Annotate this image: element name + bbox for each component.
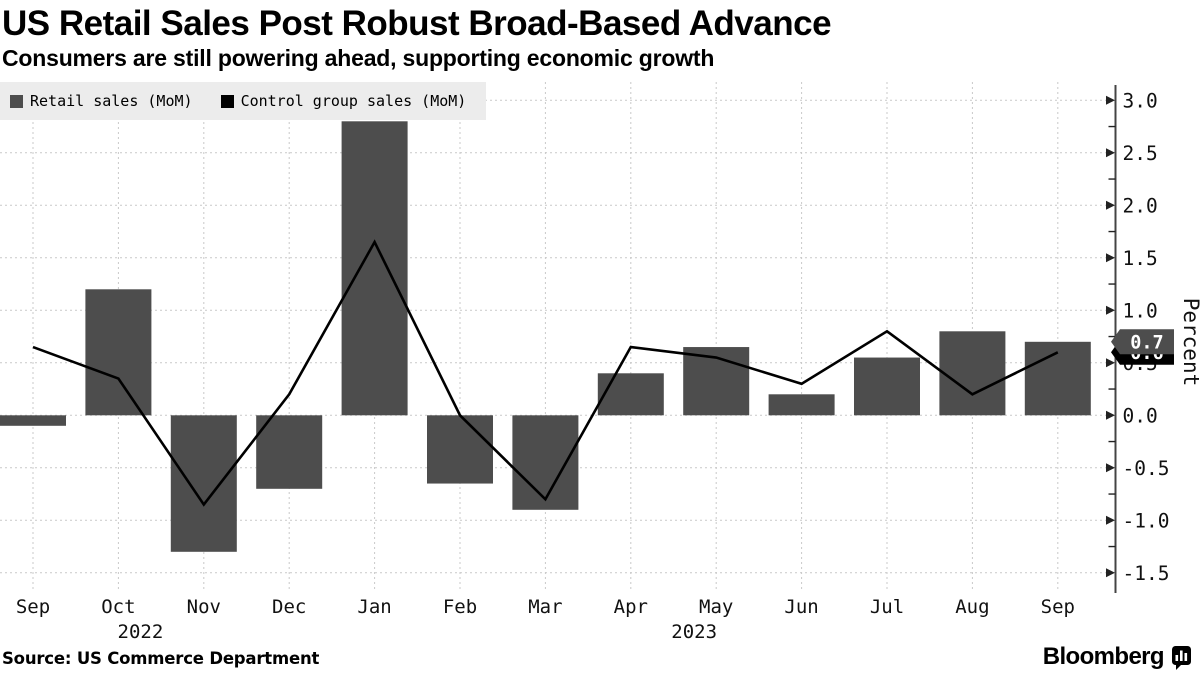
legend-label: Control group sales (MoM) xyxy=(240,92,467,110)
month-label: Aug xyxy=(955,596,990,618)
retail-sales-bar xyxy=(939,331,1006,416)
retail-sales-bar xyxy=(768,394,835,416)
y-axis-major-tick xyxy=(1106,200,1115,210)
month-label: Feb xyxy=(442,596,478,618)
source-note: Source: US Commerce Department xyxy=(2,649,320,668)
retail-sales-bar xyxy=(854,357,920,416)
chart-subtitle: Consumers are still powering ahead, supp… xyxy=(2,45,715,71)
control-group-swatch-icon xyxy=(220,94,234,108)
month-label: Oct xyxy=(101,596,136,618)
retail-sales-bar xyxy=(85,289,152,416)
end-value-badge-label: 0.7 xyxy=(1130,332,1163,353)
y-axis-major-tick xyxy=(1106,95,1115,105)
legend-label: Retail sales (MoM) xyxy=(30,92,193,110)
month-label: Nov xyxy=(186,596,221,618)
y-axis-major-tick xyxy=(1106,463,1115,473)
y-axis-major-tick xyxy=(1106,358,1115,368)
month-label: Jan xyxy=(357,596,392,618)
y-tick-label: -1.5 xyxy=(1123,562,1170,585)
chart-title: US Retail Sales Post Robust Broad-Based … xyxy=(2,4,832,43)
month-label: Mar xyxy=(528,596,563,618)
y-tick-label: -1.0 xyxy=(1123,509,1170,532)
month-label: Jun xyxy=(784,596,819,618)
legend-item-control-group: Control group sales (MoM) xyxy=(220,92,467,110)
y-axis-major-tick xyxy=(1106,410,1115,420)
retail-sales-bar xyxy=(597,373,664,416)
y-tick-label: 1.0 xyxy=(1123,299,1158,322)
y-axis-major-tick xyxy=(1106,148,1115,158)
month-label: Jul xyxy=(869,596,905,618)
y-tick-label: 2.0 xyxy=(1123,194,1158,217)
y-tick-label: 0.0 xyxy=(1123,404,1158,427)
month-label: Sep xyxy=(1040,596,1075,618)
y-axis-title: Percent xyxy=(1179,298,1200,387)
chart-canvas: 3.02.52.01.51.00.50.0-0.5-1.0-1.5Percent… xyxy=(0,82,1200,593)
y-axis-major-tick xyxy=(1106,305,1115,315)
chart-legend: Retail sales (MoM) Control group sales (… xyxy=(0,82,487,120)
bloomberg-wordmark: Bloomberg xyxy=(1042,643,1165,670)
year-label: 2022 xyxy=(117,621,164,643)
month-label: Apr xyxy=(613,596,648,618)
month-label: May xyxy=(699,596,734,618)
y-axis-major-tick xyxy=(1106,515,1115,525)
bloomberg-logo: Bloomberg xyxy=(1043,643,1192,671)
retail-sales-bar xyxy=(512,415,579,510)
y-axis-major-tick xyxy=(1106,253,1115,263)
control-group-line xyxy=(32,239,1059,507)
retail-sales-bar xyxy=(341,121,408,416)
month-label: Sep xyxy=(15,596,51,618)
y-tick-label: 1.5 xyxy=(1123,247,1158,270)
bloomberg-icon xyxy=(1172,645,1191,670)
retail-sales-bar xyxy=(170,415,237,552)
y-tick-label: 3.0 xyxy=(1123,89,1158,112)
end-value-badge xyxy=(1111,329,1174,355)
year-label: 2023 xyxy=(671,621,718,643)
y-tick-label: -0.5 xyxy=(1123,457,1170,480)
retail-sales-bar xyxy=(1024,341,1091,416)
y-tick-label: 2.5 xyxy=(1123,142,1158,165)
retail-sales-swatch-icon xyxy=(10,94,23,108)
legend-item-retail-sales: Retail sales (MoM) xyxy=(10,92,193,110)
month-label: Dec xyxy=(272,596,307,618)
retail-sales-bar xyxy=(427,415,493,484)
retail-sales-bar xyxy=(0,415,66,426)
retail-sales-bar xyxy=(256,415,323,489)
y-axis-major-tick xyxy=(1106,568,1115,578)
